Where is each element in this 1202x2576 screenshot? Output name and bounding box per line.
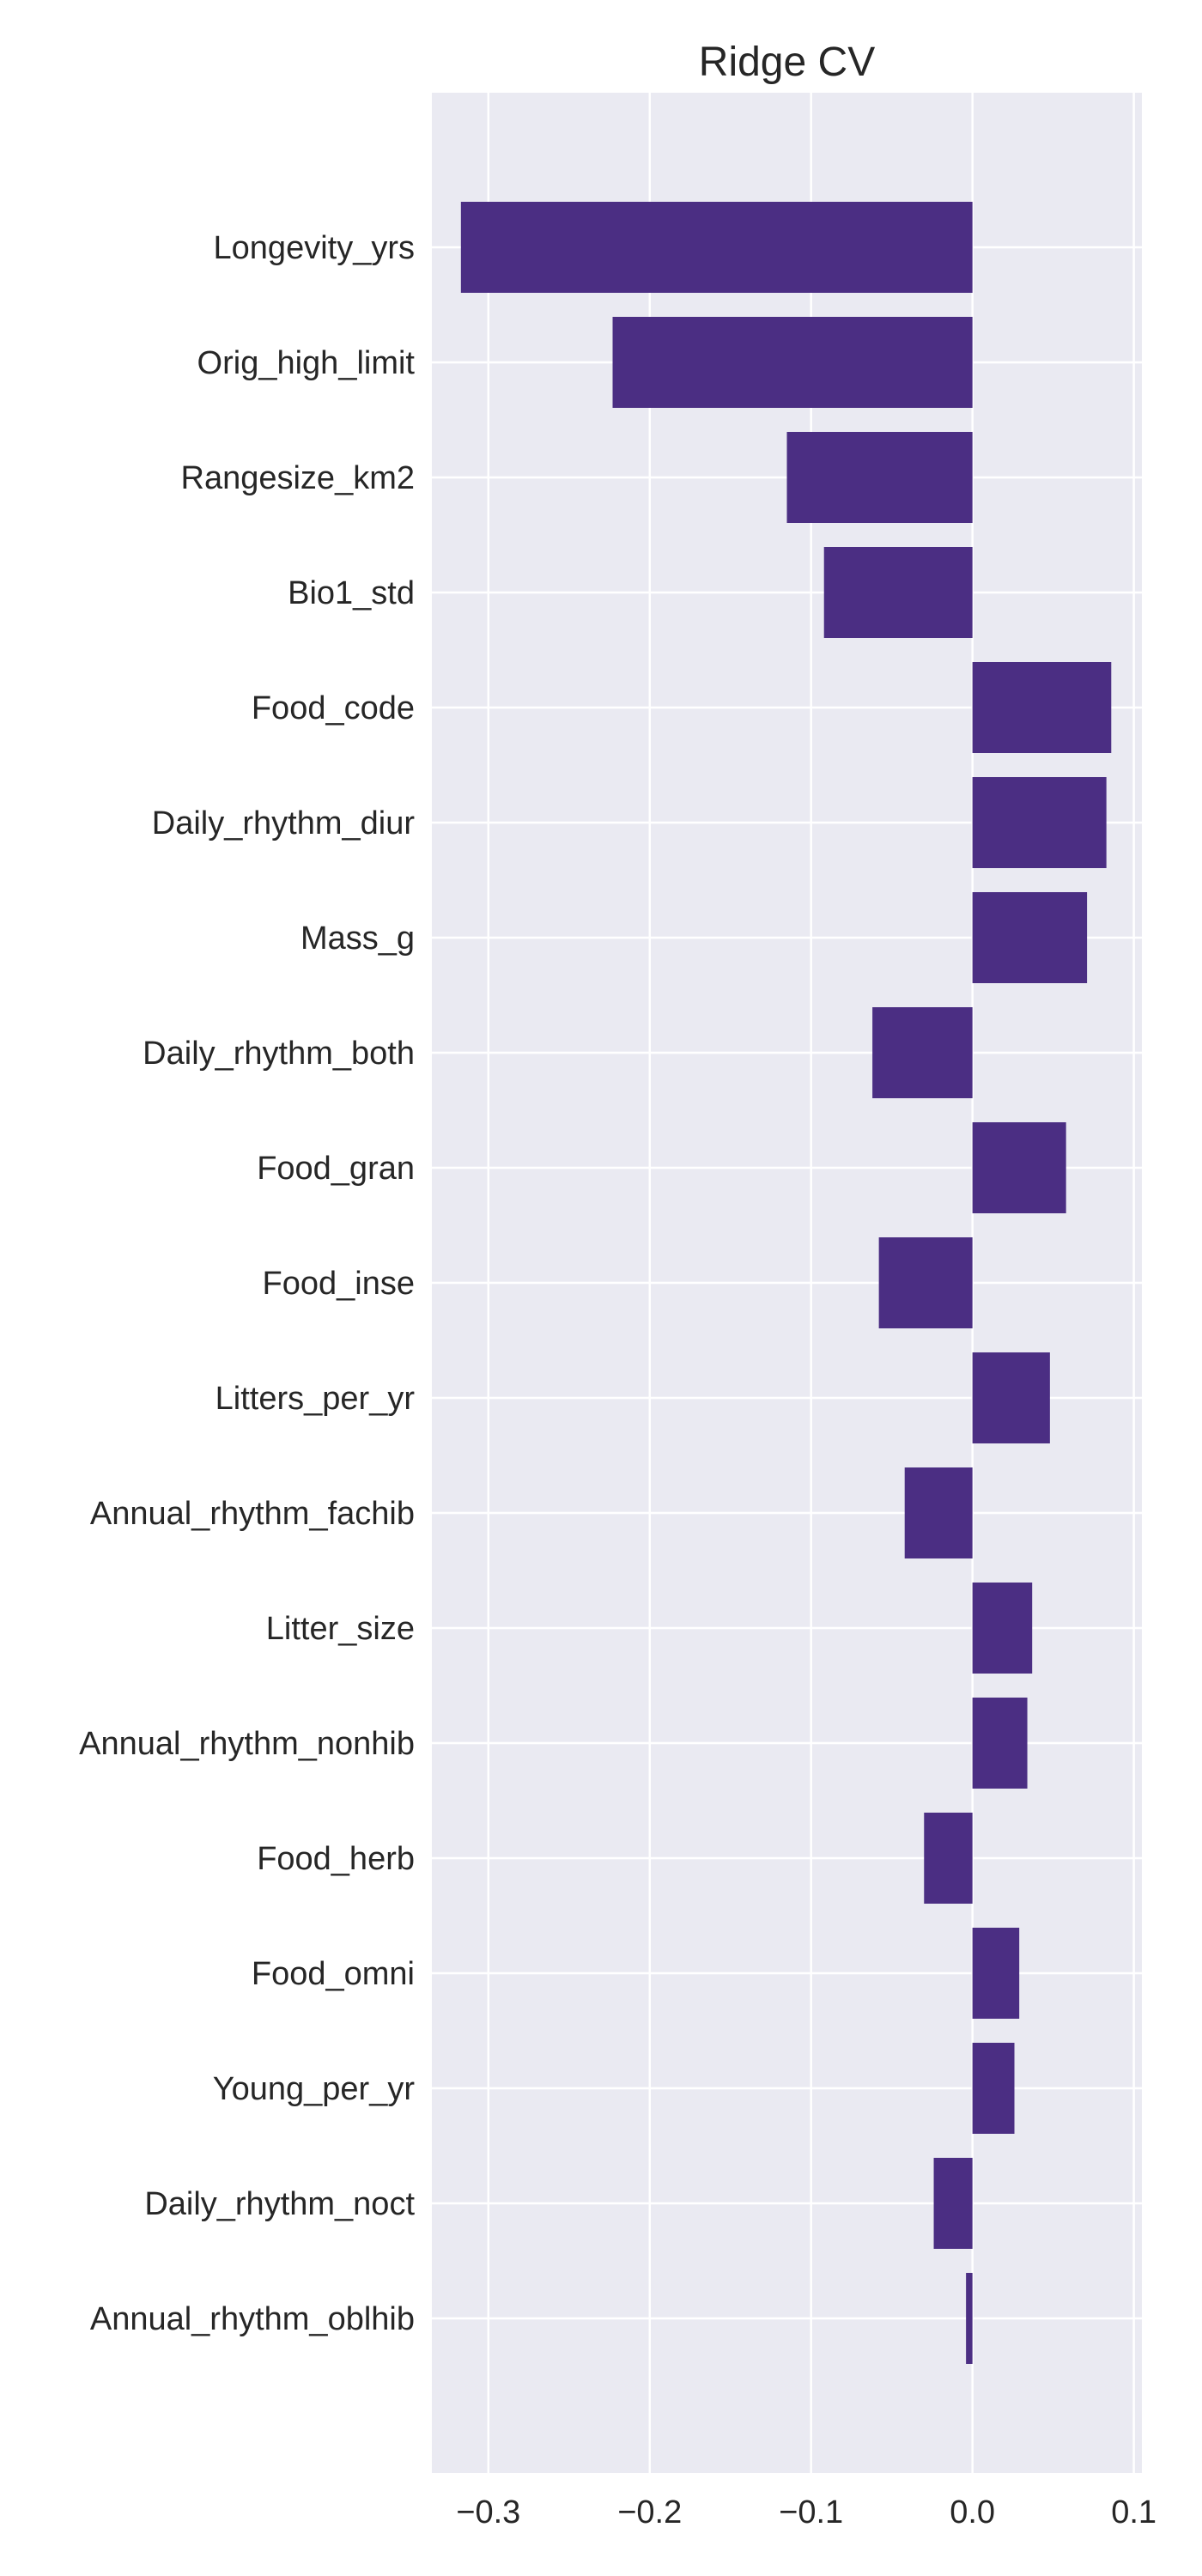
category-label: Annual_rhythm_nonhib bbox=[79, 1726, 415, 1762]
category-label: Mass_g bbox=[300, 920, 415, 957]
category-label: Daily_rhythm_both bbox=[143, 1036, 415, 1072]
bar-food-herb bbox=[924, 1813, 973, 1904]
category-label: Food_herb bbox=[257, 1841, 415, 1877]
bar-mass-g bbox=[972, 892, 1088, 983]
bar-rangesize-km2 bbox=[786, 432, 973, 523]
bar-bio1-std bbox=[823, 547, 973, 638]
category-label: Food_omni bbox=[252, 1956, 415, 1992]
bar-daily-rhythm-both bbox=[872, 1007, 973, 1098]
category-label: Annual_rhythm_fachib bbox=[90, 1496, 415, 1532]
x-tick-label: −0.1 bbox=[779, 2494, 843, 2530]
category-label: Annual_rhythm_oblhib bbox=[90, 2301, 415, 2337]
x-tick-labels: −0.3 −0.2 −0.1 0.0 0.1 bbox=[456, 2494, 1156, 2530]
category-label: Litters_per_yr bbox=[216, 1381, 416, 1417]
bars bbox=[460, 202, 1112, 2364]
bar-annual-rhythm-fachib bbox=[904, 1467, 973, 1558]
category-label: Rangesize_km2 bbox=[181, 460, 415, 496]
bar-food-inse bbox=[878, 1237, 973, 1328]
category-label: Food_code bbox=[252, 690, 415, 726]
bar-daily-rhythm-diur bbox=[972, 777, 1107, 868]
bar-food-omni bbox=[972, 1928, 1020, 2019]
bar-daily-rhythm-noct bbox=[933, 2158, 973, 2249]
category-labels: Longevity_yrs Orig_high_limit Rangesize_km… bbox=[79, 230, 415, 2337]
category-label: Food_inse bbox=[263, 1266, 415, 1302]
bar-orig-high-limit bbox=[612, 317, 973, 408]
x-tick-label: −0.2 bbox=[617, 2494, 682, 2530]
category-label: Young_per_yr bbox=[213, 2071, 416, 2107]
bar-litters-per-yr bbox=[972, 1352, 1050, 1443]
chart-title: Ridge CV bbox=[699, 39, 875, 85]
bar-longevity-yrs bbox=[460, 202, 973, 293]
bar-young-per-yr bbox=[972, 2043, 1015, 2134]
category-label: Orig_high_limit bbox=[197, 345, 416, 381]
x-tick-label: 0.1 bbox=[1111, 2494, 1156, 2530]
x-tick-label: 0.0 bbox=[950, 2494, 995, 2530]
bar-food-gran bbox=[972, 1122, 1066, 1213]
category-label: Litter_size bbox=[266, 1611, 415, 1647]
bar-litter-size bbox=[972, 1583, 1033, 1674]
bar-annual-rhythm-nonhib bbox=[972, 1698, 1028, 1789]
category-label: Food_gran bbox=[257, 1151, 415, 1187]
x-tick-label: −0.3 bbox=[456, 2494, 520, 2530]
category-label: Daily_rhythm_diur bbox=[152, 805, 416, 841]
category-label: Bio1_std bbox=[288, 575, 415, 611]
bar-annual-rhythm-oblhib bbox=[966, 2273, 973, 2364]
category-label: Daily_rhythm_noct bbox=[144, 2186, 415, 2222]
bar-food-code bbox=[972, 662, 1112, 753]
category-label: Longevity_yrs bbox=[214, 230, 415, 266]
